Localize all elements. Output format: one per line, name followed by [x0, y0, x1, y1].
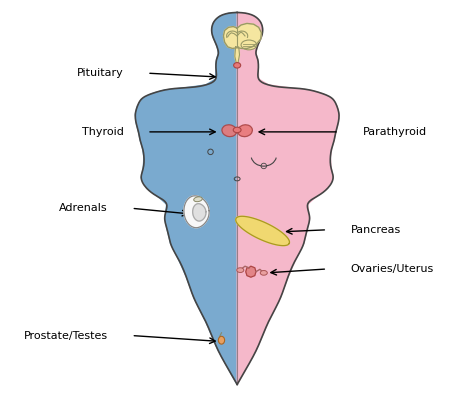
Ellipse shape: [234, 62, 241, 68]
Ellipse shape: [233, 127, 241, 133]
Text: Prostate/Testes: Prostate/Testes: [24, 331, 108, 340]
Text: Pituitary: Pituitary: [77, 68, 124, 78]
Ellipse shape: [260, 270, 267, 275]
Ellipse shape: [237, 125, 252, 137]
Text: Pancreas: Pancreas: [351, 225, 401, 235]
Ellipse shape: [237, 268, 244, 272]
Polygon shape: [235, 47, 239, 63]
Text: Ovaries/Uterus: Ovaries/Uterus: [351, 264, 434, 274]
Text: Adrenals: Adrenals: [59, 203, 108, 213]
Polygon shape: [184, 196, 209, 228]
Ellipse shape: [194, 197, 202, 202]
Polygon shape: [236, 216, 290, 246]
Polygon shape: [223, 24, 262, 48]
Text: Thyroid: Thyroid: [82, 127, 124, 137]
Text: Parathyroid: Parathyroid: [363, 127, 427, 137]
Polygon shape: [246, 266, 256, 277]
Ellipse shape: [219, 336, 225, 344]
Polygon shape: [136, 13, 237, 384]
Polygon shape: [237, 13, 339, 384]
Ellipse shape: [222, 125, 237, 137]
Polygon shape: [192, 204, 206, 221]
Ellipse shape: [241, 40, 257, 50]
